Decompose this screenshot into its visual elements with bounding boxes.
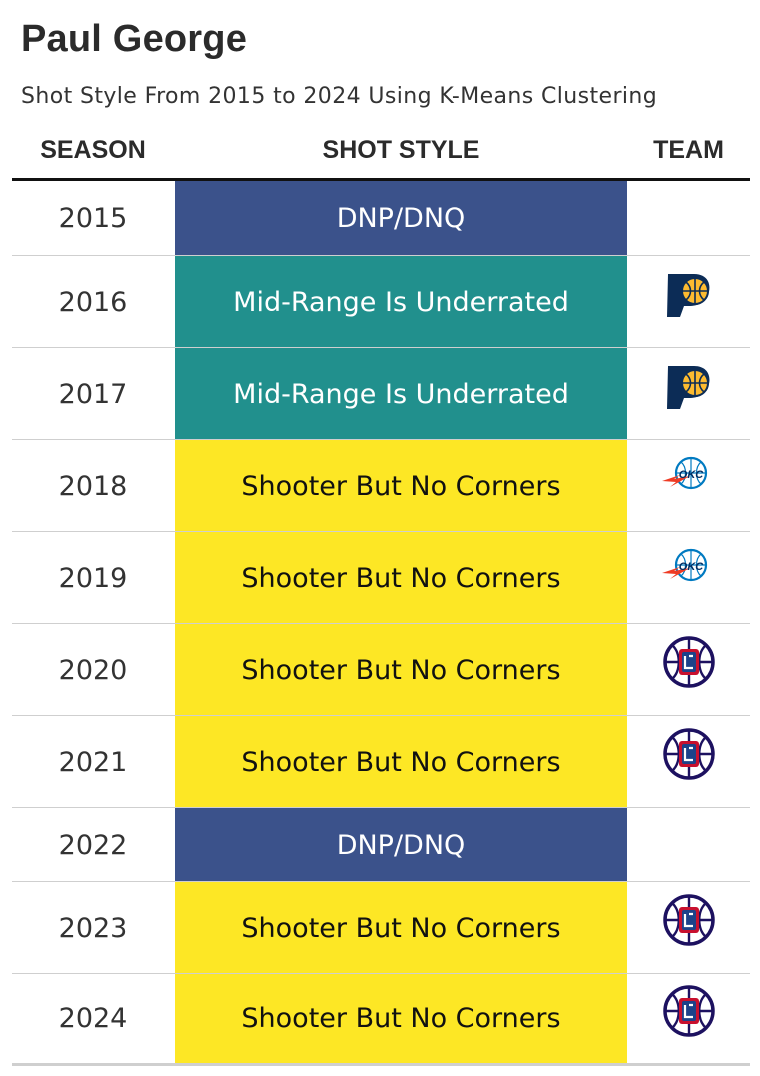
pacers-logo-icon xyxy=(662,267,716,325)
row-divider xyxy=(12,347,750,348)
team-cell xyxy=(627,348,750,440)
row-divider xyxy=(12,807,750,808)
table-row: 2018 Shooter But No Corners OKC xyxy=(12,440,750,532)
team-cell xyxy=(627,256,750,348)
pacers-logo-icon xyxy=(662,359,716,417)
header-season: SEASON xyxy=(40,136,146,164)
thunder-logo-icon: OKC xyxy=(660,455,718,499)
table-row: 2022 DNP/DNQ xyxy=(12,808,750,882)
team-cell: OKC xyxy=(627,532,750,624)
season-cell: 2020 xyxy=(58,654,128,686)
table-row: 2023 Shooter But No Corners xyxy=(12,882,750,974)
team-cell xyxy=(627,624,750,716)
season-cell: 2021 xyxy=(58,746,128,778)
season-cell: 2022 xyxy=(58,829,128,861)
row-divider xyxy=(12,531,750,532)
team-cell: OKC xyxy=(627,440,750,532)
shot-style-cell: Mid-Range Is Underrated xyxy=(175,348,627,440)
team-cell xyxy=(627,716,750,808)
table-row: 2019 Shooter But No Corners OKC xyxy=(12,532,750,624)
clippers-logo-icon xyxy=(662,893,716,951)
shot-style-cell: Shooter But No Corners xyxy=(175,532,627,624)
season-cell: 2017 xyxy=(58,378,128,410)
table-row: 2021 Shooter But No Corners xyxy=(12,716,750,808)
header-divider xyxy=(12,178,750,181)
thunder-logo-icon: OKC xyxy=(660,547,718,591)
chart-title: Paul George xyxy=(21,18,248,60)
season-cell: 2015 xyxy=(58,203,128,234)
row-divider xyxy=(12,715,750,716)
table-row: 2024 Shooter But No Corners xyxy=(12,974,750,1063)
table-row: 2015 DNP/DNQ xyxy=(12,181,750,256)
clippers-logo-icon xyxy=(662,727,716,785)
season-cell: 2019 xyxy=(58,562,128,594)
chart-subtitle: Shot Style From 2015 to 2024 Using K-Mea… xyxy=(21,84,658,109)
table-row: 2016 Mid-Range Is Underrated xyxy=(12,256,750,348)
svg-text:OKC: OKC xyxy=(678,469,704,481)
team-cell xyxy=(627,882,750,974)
svg-text:OKC: OKC xyxy=(678,561,704,573)
shot-style-cell: DNP/DNQ xyxy=(175,181,627,256)
season-cell: 2016 xyxy=(58,286,128,318)
season-cell: 2024 xyxy=(58,1003,128,1034)
season-cell: 2023 xyxy=(58,912,128,944)
shot-style-cell: Shooter But No Corners xyxy=(175,716,627,808)
row-divider xyxy=(12,623,750,624)
header-team: TEAM xyxy=(653,136,724,164)
team-cell xyxy=(627,974,750,1063)
clippers-logo-icon xyxy=(662,984,716,1042)
table-row: 2017 Mid-Range Is Underrated xyxy=(12,348,750,440)
header-shot-style: SHOT STYLE xyxy=(322,136,480,164)
row-divider xyxy=(12,881,750,882)
shot-style-cell: Shooter But No Corners xyxy=(175,440,627,532)
team-cell xyxy=(627,808,750,882)
row-divider xyxy=(12,973,750,974)
team-cell xyxy=(627,181,750,256)
shot-style-cell: Shooter But No Corners xyxy=(175,974,627,1063)
shot-style-cell: Shooter But No Corners xyxy=(175,624,627,716)
row-divider xyxy=(12,255,750,256)
shot-style-cell: Shooter But No Corners xyxy=(175,882,627,974)
clippers-logo-icon xyxy=(662,635,716,693)
season-cell: 2018 xyxy=(58,470,128,502)
row-divider xyxy=(12,439,750,440)
shot-style-cell: DNP/DNQ xyxy=(175,808,627,882)
table-bottom-divider xyxy=(12,1063,750,1066)
shot-style-cell: Mid-Range Is Underrated xyxy=(175,256,627,348)
table-row: 2020 Shooter But No Corners xyxy=(12,624,750,716)
